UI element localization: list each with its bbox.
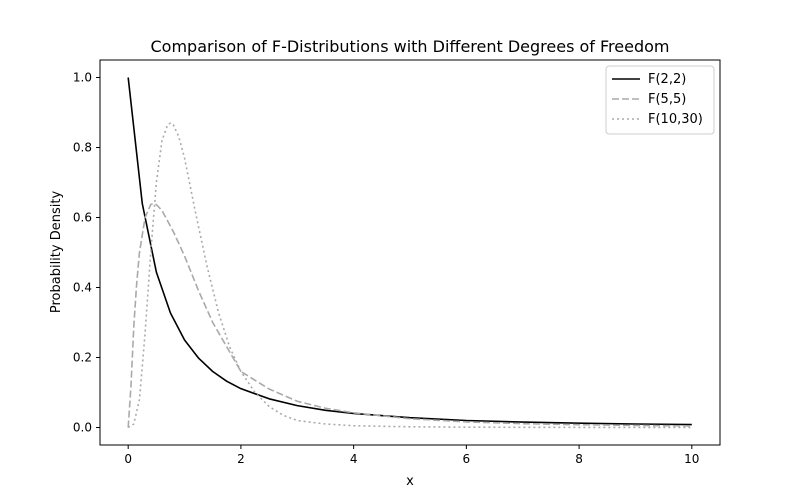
chart-title: Comparison of F-Distributions with Diffe… [150,37,669,56]
x-axis-label: x [406,474,414,489]
y-tick-label: 0.4 [73,281,92,295]
y-tick-label: 0.2 [73,351,92,365]
x-tick-label: 4 [350,452,358,466]
series-line-1 [127,77,692,426]
x-tick-label: 0 [124,452,132,466]
y-axis-label: Probability Density [49,191,64,314]
legend-label: F(10,30) [648,112,703,127]
x-tick-label: 10 [684,452,699,466]
legend-label: F(2,2) [648,72,686,87]
legend: F(2,2) F(5,5) F(10,30) [605,65,715,135]
series-line-2 [127,202,692,428]
x-axis: 0 2 4 6 8 10 [124,445,699,466]
y-axis: 0.0 0.2 0.4 0.6 0.8 1.0 [73,71,100,435]
y-tick-label: 0.8 [73,141,92,155]
x-tick-label: 6 [463,452,471,466]
y-tick-label: 0.0 [73,421,92,435]
y-tick-label: 0.6 [73,211,92,225]
legend-box [605,65,715,135]
series-line-3 [127,122,692,429]
x-tick-label: 8 [575,452,583,466]
plot-frame [99,59,721,446]
legend-label: F(5,5) [648,92,686,107]
series-layer [127,77,692,429]
x-tick-label: 2 [237,452,245,466]
y-tick-label: 1.0 [73,71,92,85]
